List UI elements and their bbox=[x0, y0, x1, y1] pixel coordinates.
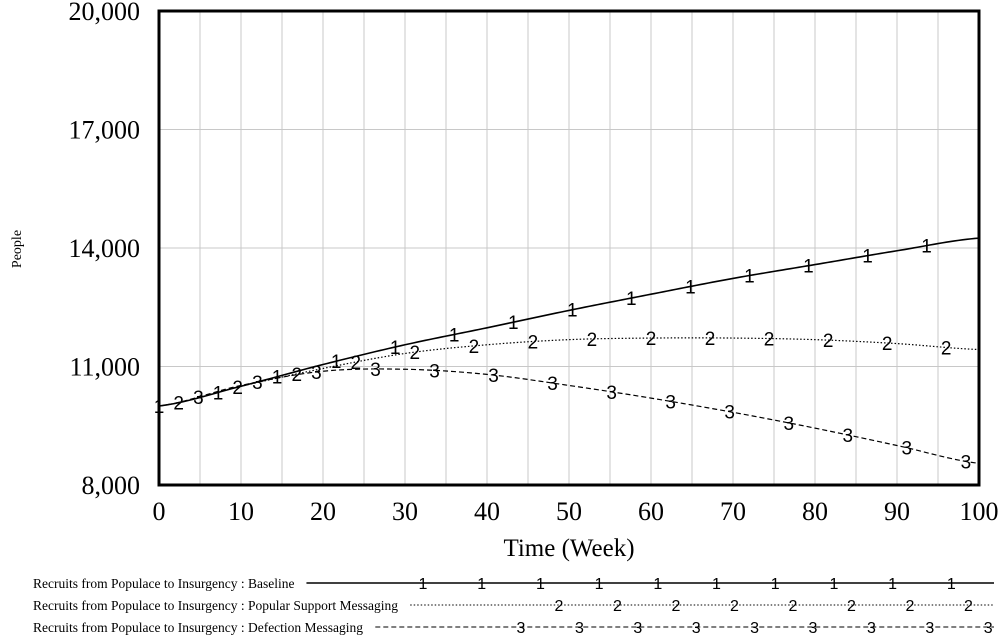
legend-marker: 3 bbox=[575, 620, 584, 637]
x-tick-label: 20 bbox=[310, 497, 336, 526]
legend-marker: 1 bbox=[536, 576, 545, 593]
legend-marker: 2 bbox=[847, 598, 856, 615]
legend-marker: 1 bbox=[419, 576, 428, 593]
series-marker: 1 bbox=[331, 352, 342, 373]
series-marker: 1 bbox=[508, 313, 519, 334]
series-marker: 3 bbox=[606, 383, 617, 404]
series-marker: 2 bbox=[351, 353, 362, 374]
legend-marker: 2 bbox=[672, 598, 681, 615]
series-marker: 2 bbox=[882, 334, 893, 355]
series-marker: 2 bbox=[232, 378, 243, 399]
x-tick-label: 90 bbox=[884, 497, 910, 526]
legend: Recruits from Populace to Insurgency : B… bbox=[33, 576, 994, 637]
series-marker: 1 bbox=[272, 368, 283, 389]
series-marker: 1 bbox=[921, 237, 932, 258]
legend-marker: 2 bbox=[613, 598, 622, 615]
series-marker: 3 bbox=[547, 374, 558, 395]
series-marker: 3 bbox=[724, 403, 735, 424]
legend-marker: 1 bbox=[888, 576, 897, 593]
legend-marker: 1 bbox=[653, 576, 662, 593]
x-tick-label: 10 bbox=[228, 497, 254, 526]
series-marker: 3 bbox=[665, 392, 676, 413]
x-tick-label: 100 bbox=[960, 497, 999, 526]
series-line bbox=[158, 368, 980, 464]
series-line bbox=[158, 237, 980, 407]
y-tick-label: 8,000 bbox=[82, 471, 141, 500]
legend-marker: 3 bbox=[692, 620, 701, 637]
legend-marker: 2 bbox=[789, 598, 798, 615]
series-marker: 3 bbox=[252, 373, 263, 394]
y-tick-label: 17,000 bbox=[69, 116, 141, 145]
legend-marker: 1 bbox=[712, 576, 721, 593]
plot-frame bbox=[157, 9, 981, 487]
series-marker: 1 bbox=[744, 267, 755, 288]
series-marker: 3 bbox=[902, 439, 913, 460]
y-tick-label: 14,000 bbox=[69, 234, 141, 263]
series-marker: 3 bbox=[429, 361, 440, 382]
series-marker: 3 bbox=[193, 388, 204, 409]
legend-marker: 1 bbox=[829, 576, 838, 593]
series-marker: 2 bbox=[764, 330, 775, 351]
x-tick-label: 0 bbox=[153, 497, 166, 526]
x-tick-label: 50 bbox=[556, 497, 582, 526]
legend-marker: 3 bbox=[984, 620, 993, 637]
tick-labels: 0 10 20 30 40 50 60 70 80 90 100 8,000 11,000 14,000 1… bbox=[69, 0, 999, 526]
legend-marker: 3 bbox=[633, 620, 642, 637]
x-tick-label: 80 bbox=[802, 497, 828, 526]
series-marker: 1 bbox=[626, 289, 637, 310]
series-marker: 2 bbox=[705, 329, 716, 350]
series-marker: 2 bbox=[528, 332, 539, 353]
legend-marker: 3 bbox=[867, 620, 876, 637]
series-line bbox=[158, 337, 980, 407]
legend-marker: 1 bbox=[947, 576, 956, 593]
y-axis-title: People bbox=[10, 230, 25, 268]
series-marker: 3 bbox=[961, 452, 972, 473]
legend-marker: 1 bbox=[477, 576, 486, 593]
y-tick-label: 11,000 bbox=[69, 353, 140, 382]
series-marker: 1 bbox=[685, 277, 696, 298]
legend-marker: 3 bbox=[809, 620, 818, 637]
series-lines bbox=[158, 237, 980, 464]
legend-marker: 3 bbox=[925, 620, 934, 637]
legend-marker: 2 bbox=[730, 598, 739, 615]
legend-marker: 3 bbox=[517, 620, 526, 637]
series-marker: 1 bbox=[390, 338, 401, 359]
series-marker: 1 bbox=[213, 383, 224, 404]
legend-marker: 1 bbox=[771, 576, 780, 593]
legend-marker: 2 bbox=[906, 598, 915, 615]
x-tick-label: 30 bbox=[392, 497, 418, 526]
series-marker: 1 bbox=[803, 257, 814, 278]
series-marker: 2 bbox=[587, 330, 598, 351]
series-marker: 2 bbox=[823, 331, 834, 352]
series-marker: 2 bbox=[469, 337, 480, 358]
series-marker: 2 bbox=[173, 394, 184, 415]
series-marker: 2 bbox=[646, 329, 657, 350]
legend-label: Recruits from Populace to Insurgency : D… bbox=[33, 620, 363, 635]
legend-marker: 2 bbox=[964, 598, 973, 615]
series-marker: 1 bbox=[862, 247, 873, 268]
legend-label: Recruits from Populace to Insurgency : B… bbox=[33, 576, 294, 591]
series-marker: 2 bbox=[410, 343, 421, 364]
x-tick-label: 40 bbox=[474, 497, 500, 526]
legend-label: Recruits from Populace to Insurgency : P… bbox=[33, 598, 398, 613]
x-tick-label: 70 bbox=[720, 497, 746, 526]
x-axis-title: Time (Week) bbox=[503, 535, 634, 562]
series-marker: 1 bbox=[567, 301, 578, 322]
series-marker: 3 bbox=[488, 366, 499, 387]
x-tick-label: 60 bbox=[638, 497, 664, 526]
series-marker: 2 bbox=[291, 365, 302, 386]
series-marker: 2 bbox=[941, 338, 952, 359]
series-marker: 3 bbox=[311, 363, 322, 384]
y-tick-label: 20,000 bbox=[69, 0, 141, 26]
legend-marker: 3 bbox=[750, 620, 759, 637]
series-marker: 1 bbox=[449, 325, 460, 346]
grid-lines bbox=[159, 11, 979, 485]
series-marker: 3 bbox=[843, 426, 854, 447]
legend-marker: 2 bbox=[555, 598, 564, 615]
series-marker: 3 bbox=[783, 414, 794, 435]
legend-marker: 1 bbox=[595, 576, 604, 593]
series-marker: 3 bbox=[370, 360, 381, 381]
